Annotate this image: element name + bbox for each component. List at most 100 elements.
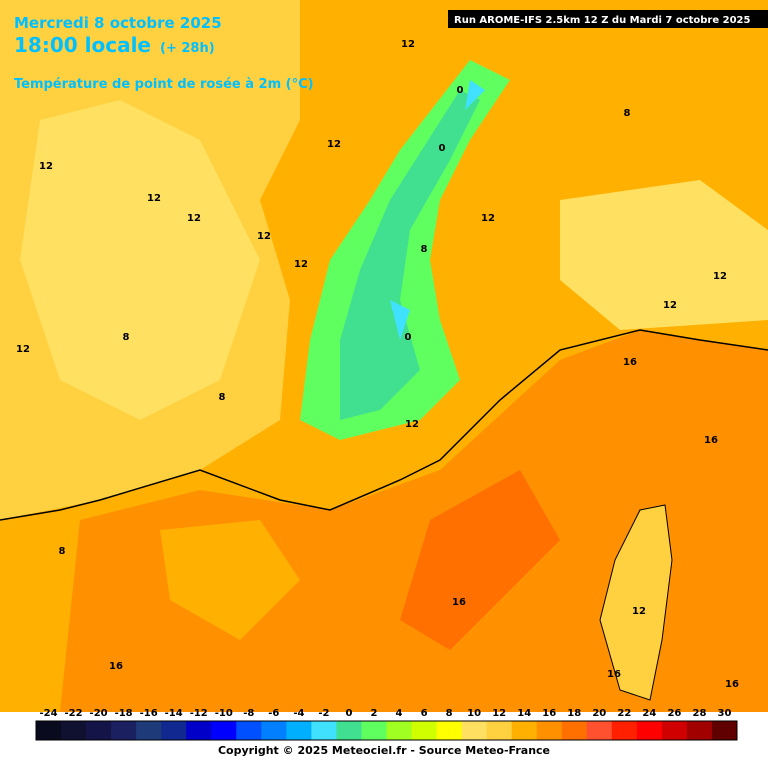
colorbar-tick-label: 24 (642, 708, 656, 719)
colorbar-tick-label: 22 (617, 708, 631, 719)
contour-label: 8 (219, 392, 226, 403)
contour-label: 12 (663, 300, 677, 311)
sea-warm (400, 470, 560, 650)
colorbar-frame (35, 720, 738, 741)
colorbar-cell (686, 721, 713, 740)
contour-label: 12 (713, 271, 727, 282)
alps-peak (390, 80, 485, 340)
colorbar-tick-label: 16 (542, 708, 556, 719)
colorbar-tick-label: -6 (268, 708, 279, 719)
colorbar-cell (436, 721, 463, 740)
colorbar-cell (211, 721, 237, 740)
colorbar-tick-label: 18 (567, 708, 581, 719)
contour-label: 8 (59, 546, 66, 557)
contour-label: 12 (257, 231, 271, 242)
date: Mercredi 8 octobre 2025 (14, 14, 222, 32)
colorbar-cell (86, 721, 112, 740)
corsica (599, 504, 673, 701)
colorbar-cell (486, 721, 513, 740)
colorbar-tick-label: 8 (446, 708, 453, 719)
contour-label: 12 (16, 344, 30, 355)
contour-label: 0 (439, 143, 446, 154)
contour-label: 16 (704, 435, 718, 446)
colorbar-cell (236, 721, 262, 740)
colorbar-tick-label: -8 (243, 708, 254, 719)
colorbar-tick-label: 6 (421, 708, 428, 719)
colorbar-tick-label: 20 (592, 708, 606, 719)
land-center (20, 100, 260, 420)
contour-label: 0 (457, 85, 464, 96)
colorbar-cell (311, 721, 337, 740)
colorbar-tick-label: -20 (90, 708, 108, 719)
colorbar-cell (336, 721, 362, 740)
colorbar-cell (136, 721, 162, 740)
copyright: Copyright © 2025 Meteociel.fr - Source M… (218, 744, 550, 757)
colorbar-tick-label: -4 (293, 708, 304, 719)
colorbar-tick-label: -10 (215, 708, 233, 719)
colorbar-tick-label: -16 (140, 708, 158, 719)
contour-label: 16 (452, 597, 466, 608)
colorbar-cell (586, 721, 613, 740)
variable: Température de point de rosée à 2m (°C) (14, 77, 314, 92)
colorbar-tick-label: -14 (165, 708, 183, 719)
contour-label: 12 (147, 193, 161, 204)
contour-label: 16 (623, 357, 637, 368)
contour-label: 12 (401, 39, 415, 50)
colorbar-cell (111, 721, 137, 740)
contour-label: 12 (632, 606, 646, 617)
colorbar-tick-label: 10 (467, 708, 481, 719)
contour-label: 12 (327, 139, 341, 150)
run-info: Run AROME-IFS 2.5km 12 Z du Mardi 7 octo… (454, 15, 750, 26)
run-box (448, 10, 768, 28)
contour-label: 8 (624, 108, 631, 119)
colorbar-tick-label: -2 (318, 708, 329, 719)
colorbar-tick-label: 2 (370, 708, 377, 719)
sea-cool (160, 520, 300, 640)
colorbar-cell (386, 721, 413, 740)
contour-label: 8 (123, 332, 130, 343)
colorbar-cell (636, 721, 663, 740)
contour-label: 16 (607, 669, 621, 680)
colorbar-tick-label: -18 (115, 708, 133, 719)
colorbar-tick-label: -24 (39, 708, 57, 719)
colorbar-tick-label: -22 (65, 708, 83, 719)
colorbar-tick-label: 30 (718, 708, 732, 719)
land-east (560, 180, 768, 330)
colorbar-cell (536, 721, 563, 740)
contour-label: 8 (421, 244, 428, 255)
colorbar-tick-label: 26 (667, 708, 681, 719)
colorbar-tick-label: 12 (492, 708, 506, 719)
contour-label: 12 (39, 161, 53, 172)
colorbar-cell (611, 721, 638, 740)
contour-label: 16 (725, 679, 739, 690)
contour-label: 12 (294, 259, 308, 270)
contour-label: 0 (405, 332, 412, 343)
contour-label: 12 (187, 213, 201, 224)
colorbar-cell (261, 721, 287, 740)
contour-label: 16 (109, 661, 123, 672)
alps-high (340, 90, 480, 420)
colorbar-cell (161, 721, 187, 740)
colorbar-cell (411, 721, 438, 740)
colorbar-tick-label: 28 (692, 708, 706, 719)
colorbar-cell (36, 721, 62, 740)
colorbar-cell (361, 721, 387, 740)
lead-time: (+ 28h) (160, 41, 215, 56)
colorbar-cell (561, 721, 588, 740)
colorbar-cell (511, 721, 538, 740)
colorbar-cell (661, 721, 688, 740)
colorbar-tick-label: 4 (396, 708, 403, 719)
colorbar-tick-label: -12 (190, 708, 208, 719)
contour-label: 12 (481, 213, 495, 224)
colorbar-cell (186, 721, 212, 740)
colorbar-cell (461, 721, 488, 740)
colorbar-cell (711, 721, 738, 740)
time: 18:00 locale (14, 33, 151, 57)
colorbar-cell (286, 721, 312, 740)
colorbar-tick-label: 0 (345, 708, 352, 719)
coastline (0, 329, 768, 521)
contour-label: 12 (405, 419, 419, 430)
colorbar-tick-label: 14 (517, 708, 531, 719)
colorbar-cell (61, 721, 87, 740)
